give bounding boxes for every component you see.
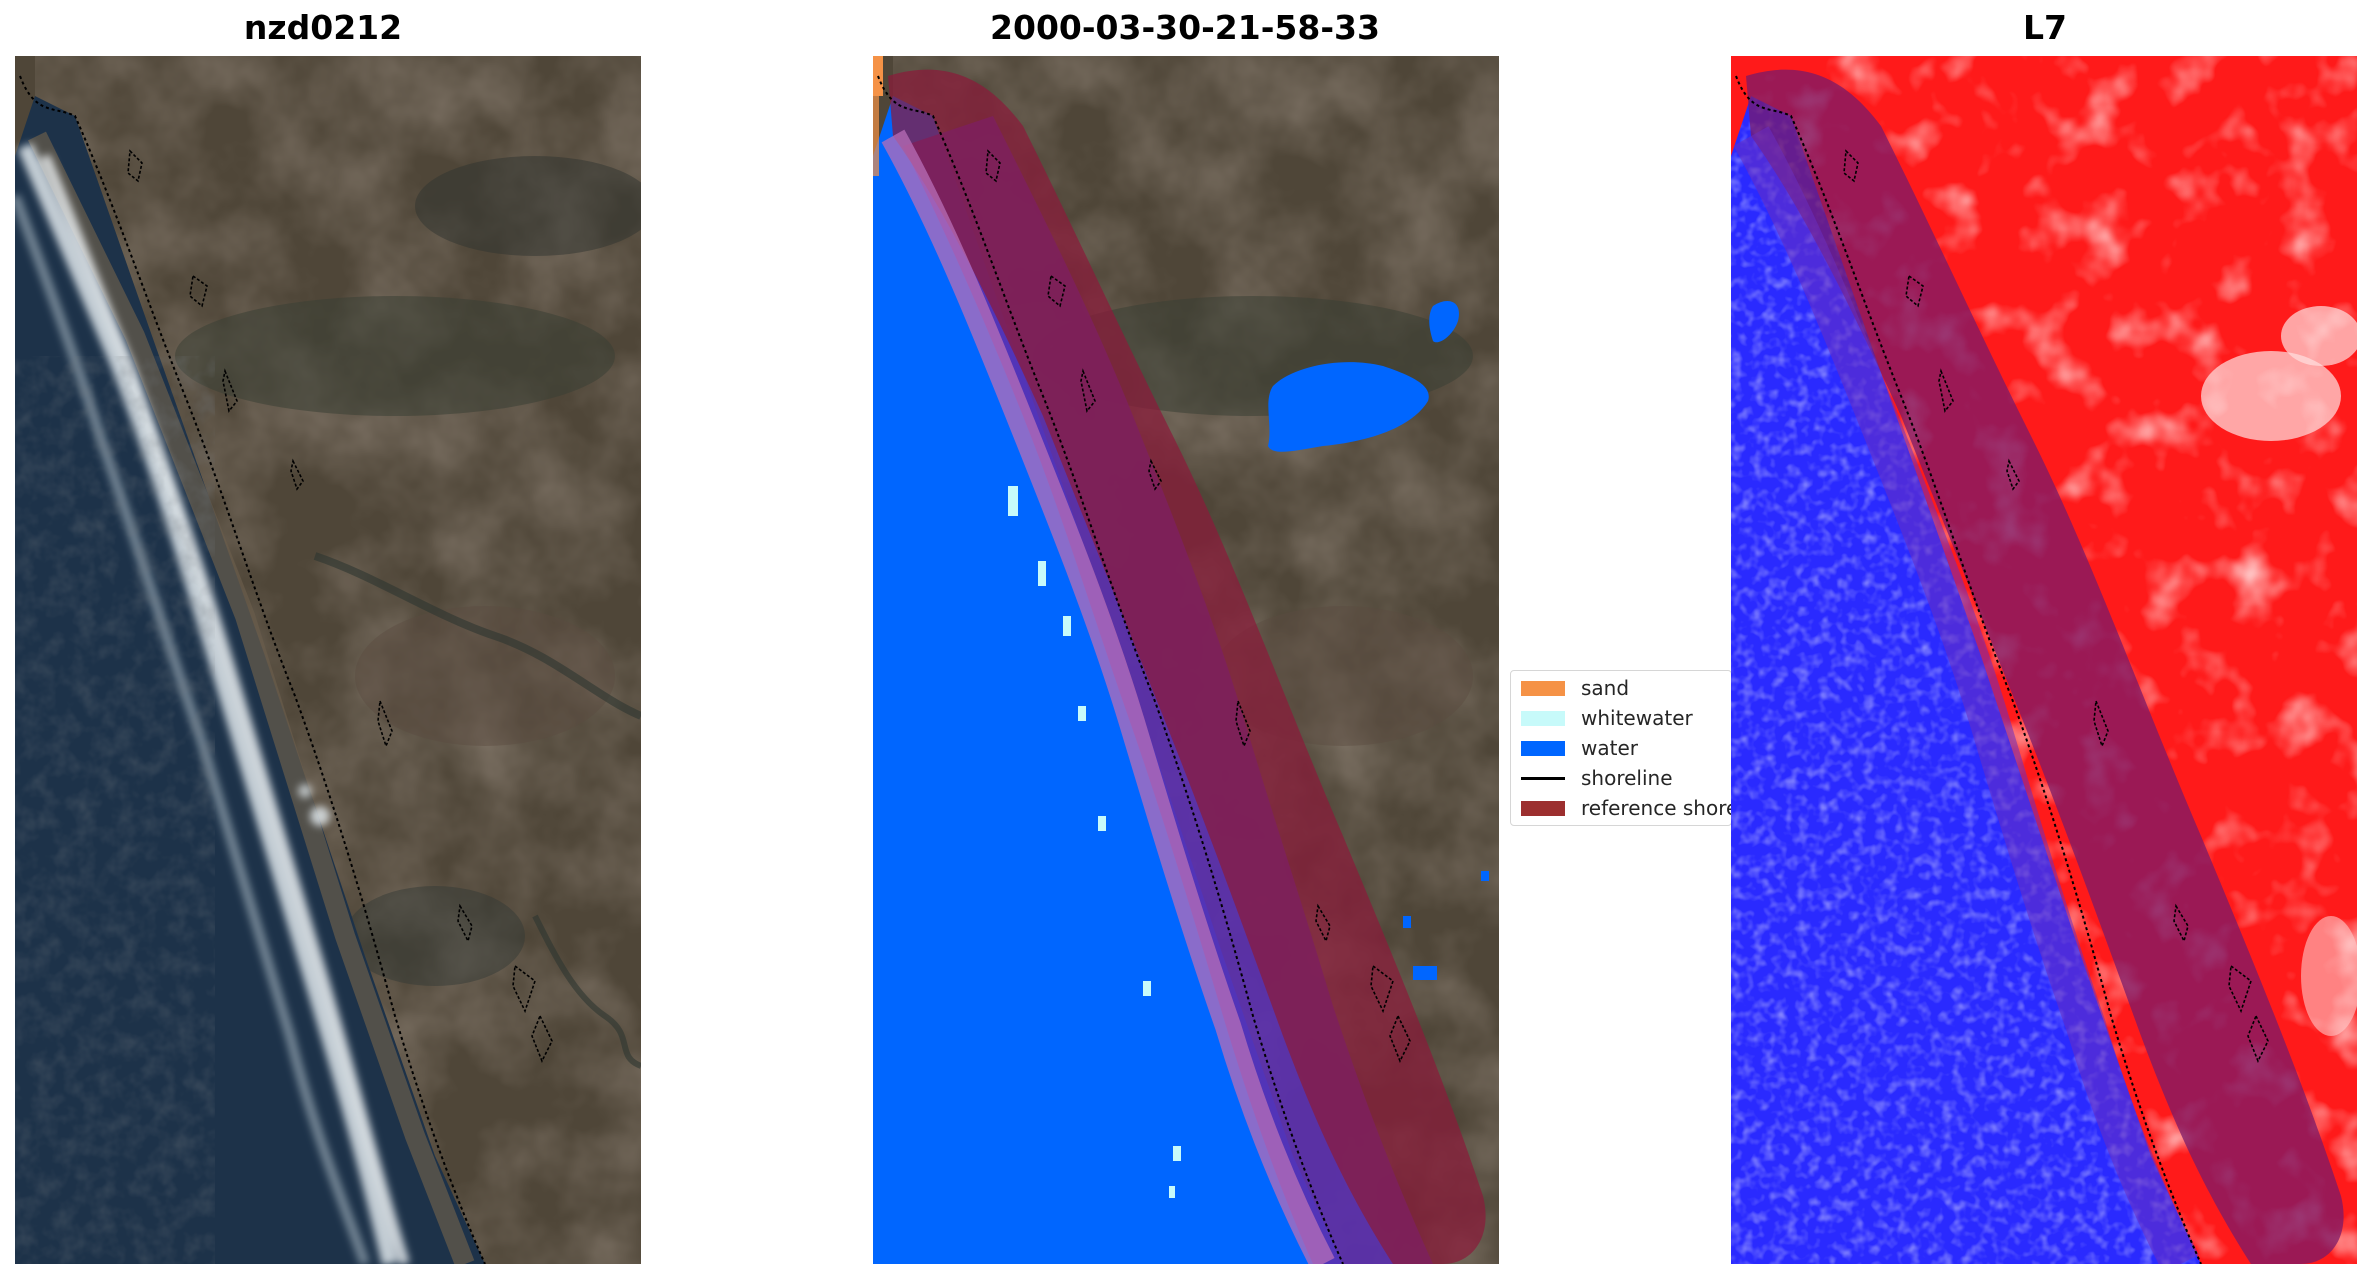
legend-label-shoreline: shoreline	[1581, 766, 1673, 790]
inland-lake	[1268, 362, 1429, 452]
shoreline	[19, 75, 486, 1264]
rgb-image-panel	[15, 56, 641, 1264]
legend-item-whitewater: whitewater	[1521, 706, 1693, 730]
legend-label-reference-shoreline: reference shoreline buffer	[1581, 796, 1731, 820]
panel-title-index: L7	[2023, 8, 2067, 47]
classified-satellite-image	[873, 56, 1499, 1264]
rgb-satellite-image	[15, 56, 641, 1264]
inland-ponds	[1843, 149, 2269, 1063]
legend-label-whitewater: whitewater	[1581, 706, 1693, 730]
inland-ponds	[985, 149, 1411, 1063]
shoreline-line-swatch	[1521, 776, 1565, 780]
whitewater-swatch	[1521, 710, 1565, 726]
reference-shoreline-buffer	[888, 69, 1486, 1264]
whitewater-class	[1008, 486, 1181, 1198]
shoreline	[1735, 75, 2202, 1264]
legend-item-shoreline: shoreline	[1521, 766, 1673, 790]
inland-ponds	[127, 149, 553, 1063]
reference-shoreline-swatch	[1521, 800, 1565, 816]
legend-label-sand: sand	[1581, 676, 1630, 700]
legend-item-reference-shoreline: reference shoreline buffer	[1521, 796, 1731, 820]
water-index-image	[1731, 56, 2357, 1264]
legend-item-water: water	[1521, 736, 1638, 760]
water-swatch	[1521, 740, 1565, 756]
legend-item-sand: sand	[1521, 676, 1629, 700]
panel-title-rgb: nzd0212	[243, 8, 403, 47]
index-image-panel	[1731, 56, 2357, 1264]
legend-label-water: water	[1581, 736, 1638, 760]
classified-image-panel	[873, 56, 1499, 1264]
reference-shoreline-buffer	[1746, 69, 2344, 1264]
panel-title-classified: 2000-03-30-21-58-33	[990, 8, 1380, 47]
sand-swatch	[1521, 680, 1565, 696]
legend: sand whitewater water shoreline referenc…	[1510, 670, 1732, 826]
shoreline	[877, 75, 1344, 1264]
